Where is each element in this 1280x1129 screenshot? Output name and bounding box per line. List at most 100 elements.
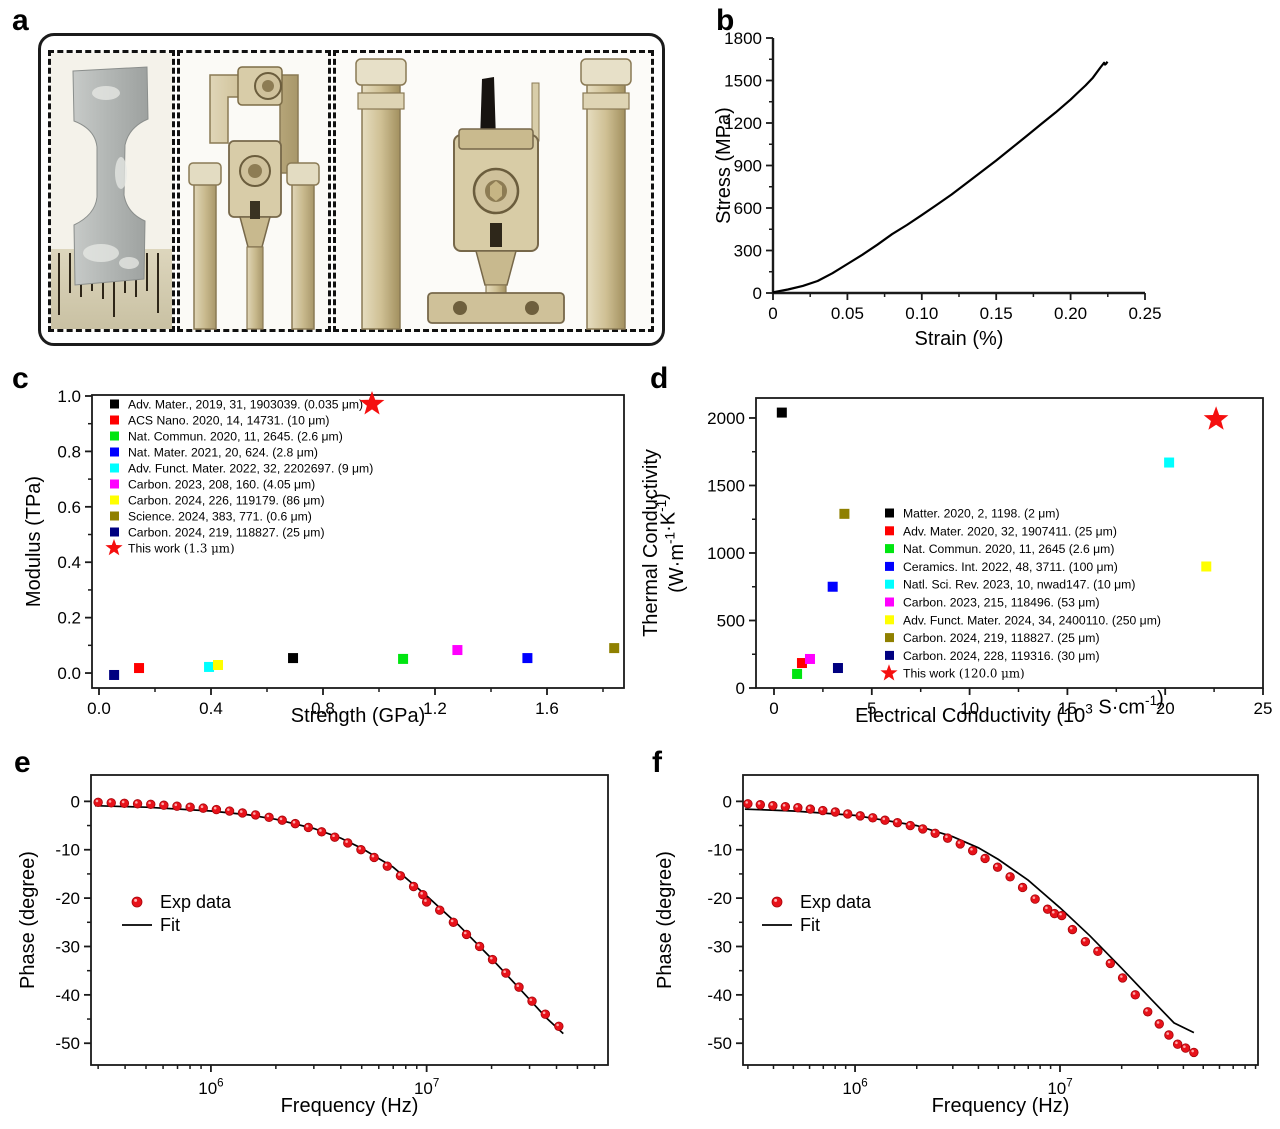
legend-square-marker xyxy=(110,415,119,425)
exp-data-point xyxy=(1164,1030,1174,1040)
exp-data-point-highlight xyxy=(437,907,440,911)
x-tick-label: 106 xyxy=(842,1077,867,1098)
exp-data-point xyxy=(967,846,978,856)
exp-data-point xyxy=(277,815,287,825)
legend-square-marker xyxy=(885,633,894,643)
exp-data-point xyxy=(435,905,445,915)
exp-data-point xyxy=(780,801,791,812)
exp-data-point xyxy=(855,811,865,821)
exp-data-point-highlight xyxy=(1007,874,1011,877)
exp-data-point-highlight xyxy=(420,892,423,895)
y-axis-title-line2: (W·m-1·K-1) xyxy=(649,493,688,593)
exp-data-point xyxy=(955,839,965,849)
chart-e-phase-frequency: 106 107 0 -10 -20 -30 -40 -50 Frequency (Hz) Phas… xyxy=(17,774,609,1117)
legend-label: Carbon. 2024, 219, 118827. (25 μm) xyxy=(903,631,1100,645)
exp-data-point xyxy=(172,801,182,811)
exp-data-point xyxy=(1154,1019,1164,1029)
exp-data-point xyxy=(1005,872,1015,882)
exp-data-point xyxy=(421,897,432,907)
x-tick-label: 107 xyxy=(414,1077,439,1098)
data-point-square xyxy=(776,407,787,418)
legend-square-marker xyxy=(885,597,894,607)
x-tick-label: 0.20 xyxy=(1054,304,1087,323)
legend-label: ACS Nano. 2020, 14, 14731. (10 μm) xyxy=(128,414,329,428)
y-tick-label: 1800 xyxy=(724,29,762,48)
exp-data-point xyxy=(540,1009,551,1019)
exp-data-point xyxy=(830,807,840,817)
exp-data-point xyxy=(1030,894,1040,904)
exp-data-point xyxy=(343,838,353,848)
exp-data-point xyxy=(942,833,953,843)
legend-dot-marker xyxy=(771,896,783,908)
legend-label: Carbon. 2024, 228, 119316. (30 μm) xyxy=(903,649,1100,663)
exp-data-point-highlight xyxy=(757,802,761,805)
exp-data-point xyxy=(93,797,103,808)
exp-data-point xyxy=(382,861,392,871)
y-tick-label: -20 xyxy=(55,889,80,908)
exp-data-point-highlight xyxy=(148,801,151,805)
data-point-square xyxy=(792,668,803,679)
data-point-square xyxy=(522,653,533,664)
legend-label: Ceramics. Int. 2022, 48, 3711. (100 μm) xyxy=(903,560,1118,574)
exp-data-point xyxy=(1130,990,1140,1000)
axis-spines xyxy=(771,38,1145,295)
legend-square-marker xyxy=(110,399,119,409)
exp-data-point-highlight xyxy=(1032,896,1036,899)
y-axis-title: Phase (degree) xyxy=(17,851,39,989)
legend-star-marker xyxy=(105,539,123,556)
chart-f-phase-frequency: 106 107 0 -10 -20 -30 -40 -50 Frequency (Hz) Phas… xyxy=(654,774,1259,1117)
x-tick-label: 0.10 xyxy=(905,304,938,323)
plot-frame xyxy=(90,774,609,1066)
exp-data-point-highlight xyxy=(384,863,388,867)
legend-label: Carbon. 2024, 226, 119179. (86 μm) xyxy=(128,494,325,508)
data-point-square xyxy=(827,581,838,592)
exp-data-point-highlight xyxy=(920,826,923,829)
exp-data-point-highlight xyxy=(187,804,191,808)
exp-data-point xyxy=(905,820,915,831)
legend-label: Nat. Mater. 2021, 20, 624. (2.8 μm) xyxy=(128,446,318,460)
exp-data-point-highlight xyxy=(108,800,112,803)
y-tick-label: 1000 xyxy=(707,544,745,563)
legend-square-marker xyxy=(110,511,119,521)
data-point-square xyxy=(109,669,120,680)
exp-data-point-highlight xyxy=(932,830,936,834)
exp-data-point xyxy=(408,881,419,892)
exp-data-point-highlight xyxy=(213,806,217,810)
exp-data-point-highlight xyxy=(200,805,204,809)
x-tick-label: 0.4 xyxy=(199,699,223,718)
exp-data-point-highlight xyxy=(227,808,230,811)
y-tick-label: 0.2 xyxy=(57,609,81,628)
exp-data-point-highlight xyxy=(1045,906,1048,910)
panel-a-photo-group xyxy=(38,33,665,346)
exp-data-point-highlight xyxy=(1156,1021,1160,1024)
exp-data-point xyxy=(290,818,300,829)
legend-square-marker xyxy=(110,447,119,457)
legend-square-marker xyxy=(885,650,894,660)
exp-data-point-highlight xyxy=(371,854,375,858)
data-point-square xyxy=(1164,457,1175,468)
exp-data-point-highlight xyxy=(556,1023,559,1027)
data-point-square xyxy=(796,658,807,669)
legend-square-marker xyxy=(110,527,119,537)
exp-data-point-highlight xyxy=(907,822,911,826)
exp-data-point-highlight xyxy=(411,883,414,887)
exp-data-point xyxy=(980,853,990,864)
exp-data-point-highlight xyxy=(397,873,401,876)
data-point-square xyxy=(134,663,145,674)
exp-data-point-highlight xyxy=(957,841,961,844)
plot-frame xyxy=(91,394,625,689)
clamp-closeup-photo xyxy=(333,50,654,332)
legend-square-marker xyxy=(110,431,119,441)
exp-data-point-highlight xyxy=(358,847,362,850)
y-tick-label: 0 xyxy=(71,792,80,811)
exp-data-point xyxy=(185,802,195,812)
exp-data-point xyxy=(224,806,235,816)
legend-dot-marker xyxy=(131,896,143,908)
y-tick-label: 1500 xyxy=(707,476,745,495)
exp-data-point-highlight xyxy=(292,820,296,824)
chart-b-stress-strain: 0 0.05 0.10 0.15 0.20 0.25 0 300 600 900 1200 1500 1… xyxy=(713,29,1162,350)
legend-star-marker xyxy=(880,664,898,681)
x-tick-label: 10 xyxy=(960,699,979,718)
data-point-square xyxy=(398,653,409,664)
legend-label: Carbon. 2023, 208, 160. (4.05 μm) xyxy=(128,478,315,492)
